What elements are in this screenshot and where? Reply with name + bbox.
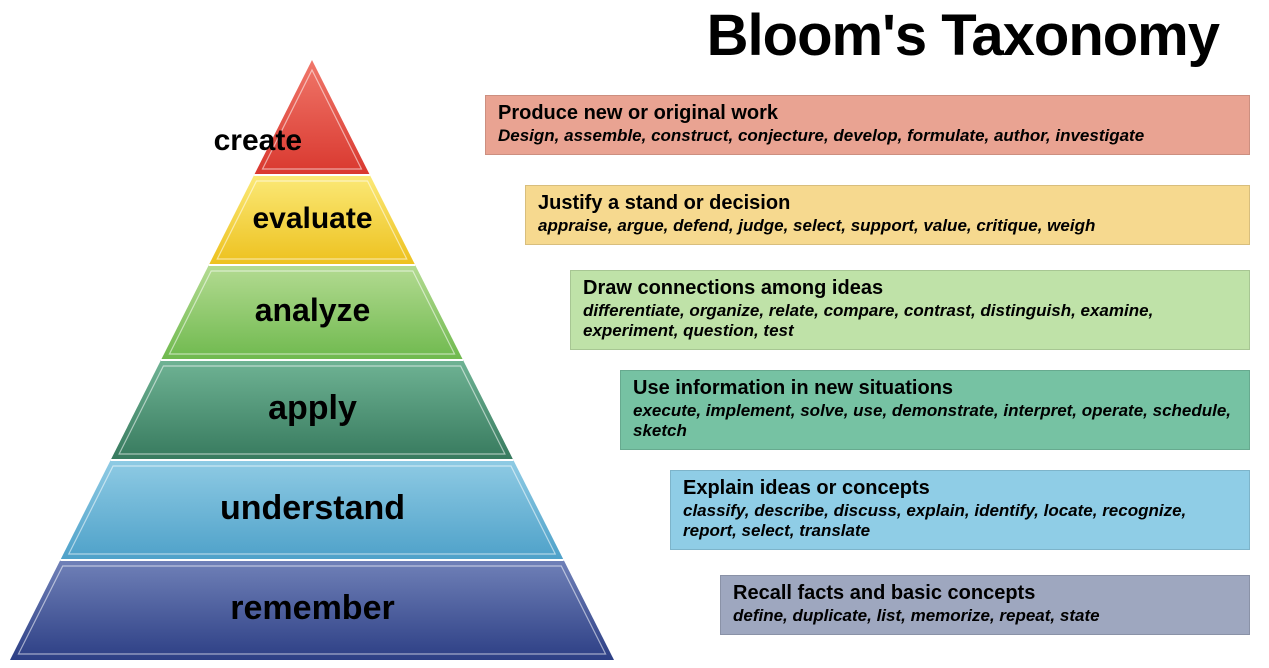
desc-title-apply: Use information in new situations <box>633 377 1237 400</box>
desc-box-apply: Use information in new situationsexecute… <box>620 370 1250 450</box>
desc-verbs-apply: execute, implement, solve, use, demonstr… <box>633 401 1237 441</box>
desc-box-create: Produce new or original workDesign, asse… <box>485 95 1250 155</box>
desc-box-remember: Recall facts and basic conceptsdefine, d… <box>720 575 1250 635</box>
desc-title-create: Produce new or original work <box>498 102 1237 125</box>
desc-verbs-create: Design, assemble, construct, conjecture,… <box>498 126 1237 146</box>
desc-box-evaluate: Justify a stand or decisionappraise, arg… <box>525 185 1250 245</box>
desc-box-analyze: Draw connections among ideasdifferentiat… <box>570 270 1250 350</box>
desc-title-evaluate: Justify a stand or decision <box>538 192 1237 215</box>
desc-verbs-understand: classify, describe, discuss, explain, id… <box>683 501 1237 541</box>
desc-title-understand: Explain ideas or concepts <box>683 477 1237 500</box>
pyramid-level-create <box>254 60 370 175</box>
desc-title-analyze: Draw connections among ideas <box>583 277 1237 300</box>
desc-verbs-remember: define, duplicate, list, memorize, repea… <box>733 606 1237 626</box>
desc-title-remember: Recall facts and basic concepts <box>733 582 1237 605</box>
pyramid-label-analyze: analyze <box>10 292 615 329</box>
desc-verbs-analyze: differentiate, organize, relate, compare… <box>583 301 1237 341</box>
pyramid-label-remember: remember <box>10 589 615 628</box>
page-title: Bloom's Taxonomy <box>707 2 1219 69</box>
desc-box-understand: Explain ideas or conceptsclassify, descr… <box>670 470 1250 550</box>
pyramid-label-create: create <box>214 124 302 158</box>
desc-verbs-evaluate: appraise, argue, defend, judge, select, … <box>538 216 1237 236</box>
pyramid-label-understand: understand <box>10 489 615 528</box>
pyramid-label-apply: apply <box>10 389 615 428</box>
